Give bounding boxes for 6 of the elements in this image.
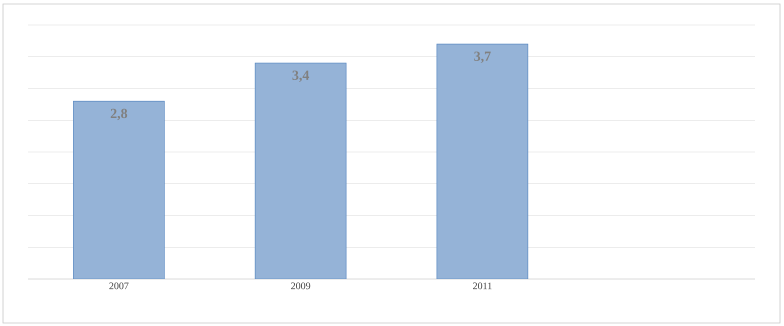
data-label: 2,8 bbox=[110, 108, 128, 120]
data-label: 3,7 bbox=[474, 52, 491, 63]
x-tick-label: 2007 bbox=[109, 282, 129, 290]
x-tick-label: 2009 bbox=[291, 282, 310, 290]
data-label: 3,4 bbox=[292, 70, 310, 82]
x-tick-label: 2011 bbox=[473, 282, 492, 290]
